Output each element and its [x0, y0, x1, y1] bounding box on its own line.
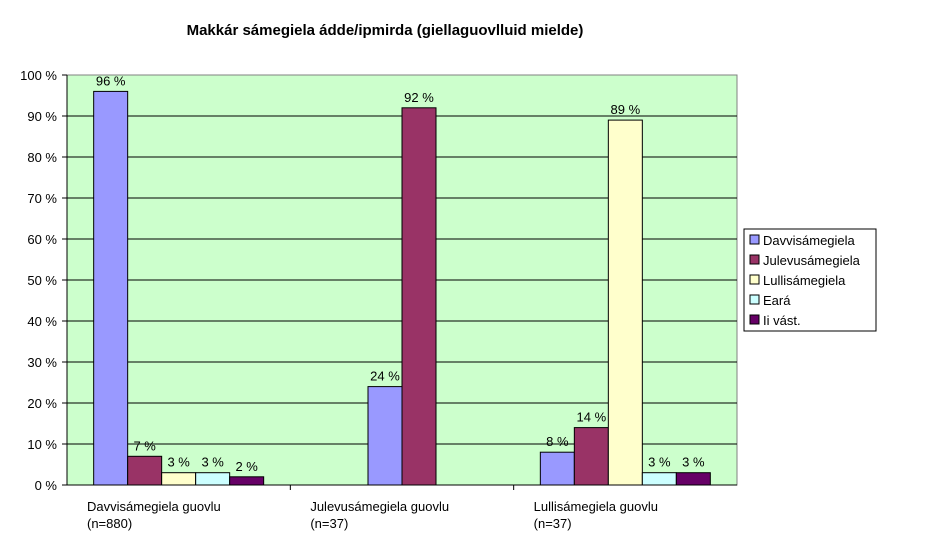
y-tick-label: 40 %: [27, 314, 57, 329]
bar: [195, 472, 231, 486]
data-label: 89 %: [611, 102, 641, 117]
y-tick-label: 70 %: [27, 191, 57, 206]
y-tick-label: 10 %: [27, 437, 57, 452]
bar: [401, 107, 437, 486]
x-axis-labels: Davvisámegiela guovlu (n=880) Julevusámegi…: [87, 485, 658, 531]
y-tick-label: 20 %: [27, 396, 57, 411]
x-category-label: Lullisámegiela guovlu: [534, 499, 658, 514]
x-category-label: Davvisámegiela guovlu: [87, 499, 221, 514]
data-label: 3 %: [167, 455, 190, 470]
x-category-sublabel: (n=880): [87, 516, 132, 531]
y-tick-label: 30 %: [27, 355, 57, 370]
x-category-label: Julevusámegiela guovlu: [310, 499, 449, 514]
legend-label: Julevusámegiela: [763, 253, 861, 268]
legend-label: Ii vást.: [763, 313, 801, 328]
legend-swatch: [749, 234, 760, 245]
legend: Davvisámegiela Julevusámegiela Lullisámegi…: [743, 228, 877, 332]
y-tick-label: 90 %: [27, 109, 57, 124]
legend-label: Eará: [763, 293, 791, 308]
chart-title: Makkár sámegiela ádde/ipmirda (giellaguo…: [187, 22, 584, 39]
legend-label: Lullisámegiela: [763, 273, 846, 288]
y-tick-label: 80 %: [27, 150, 57, 165]
data-label: 96 %: [96, 73, 126, 88]
y-tick-label: 50 %: [27, 273, 57, 288]
legend-label: Davvisámegiela: [763, 233, 856, 248]
bars: [93, 90, 711, 486]
data-label: 7 %: [133, 438, 156, 453]
data-label: 8 %: [546, 434, 569, 449]
bar: [607, 119, 643, 486]
legend-box: [743, 228, 877, 332]
data-label: 92 %: [404, 90, 434, 105]
data-label: 3 %: [201, 455, 224, 470]
y-axis-ticks: 0 % 10 % 20 % 30 % 40 % 50 % 60 % 70 % 80 % 90 % 1…: [20, 68, 67, 493]
data-label: 3 %: [648, 455, 671, 470]
legend-swatch: [749, 294, 760, 305]
bar: [675, 472, 711, 486]
data-label: 2 %: [235, 459, 258, 474]
x-category-sublabel: (n=37): [534, 516, 572, 531]
bar: [539, 451, 575, 486]
bar: [161, 472, 197, 486]
bar: [229, 476, 265, 486]
data-label: 3 %: [682, 455, 705, 470]
data-label: 24 %: [370, 369, 400, 384]
data-label: 14 %: [577, 410, 607, 425]
bar: [367, 386, 403, 486]
bar: [93, 90, 129, 486]
y-tick-label: 100 %: [20, 68, 57, 83]
y-tick-label: 0 %: [35, 478, 58, 493]
y-tick-label: 60 %: [27, 232, 57, 247]
bar: [641, 472, 677, 486]
data-labels: 96 % 7 % 3 % 3 % 2 % 24 % 92 % 8 % 14 % 89 % 3 % 3 …: [96, 73, 705, 473]
x-category-sublabel: (n=37): [310, 516, 348, 531]
legend-swatch: [749, 254, 760, 265]
legend-swatch: [749, 274, 760, 285]
bar: [127, 455, 163, 486]
bar: [573, 427, 609, 486]
legend-swatch: [749, 314, 760, 325]
